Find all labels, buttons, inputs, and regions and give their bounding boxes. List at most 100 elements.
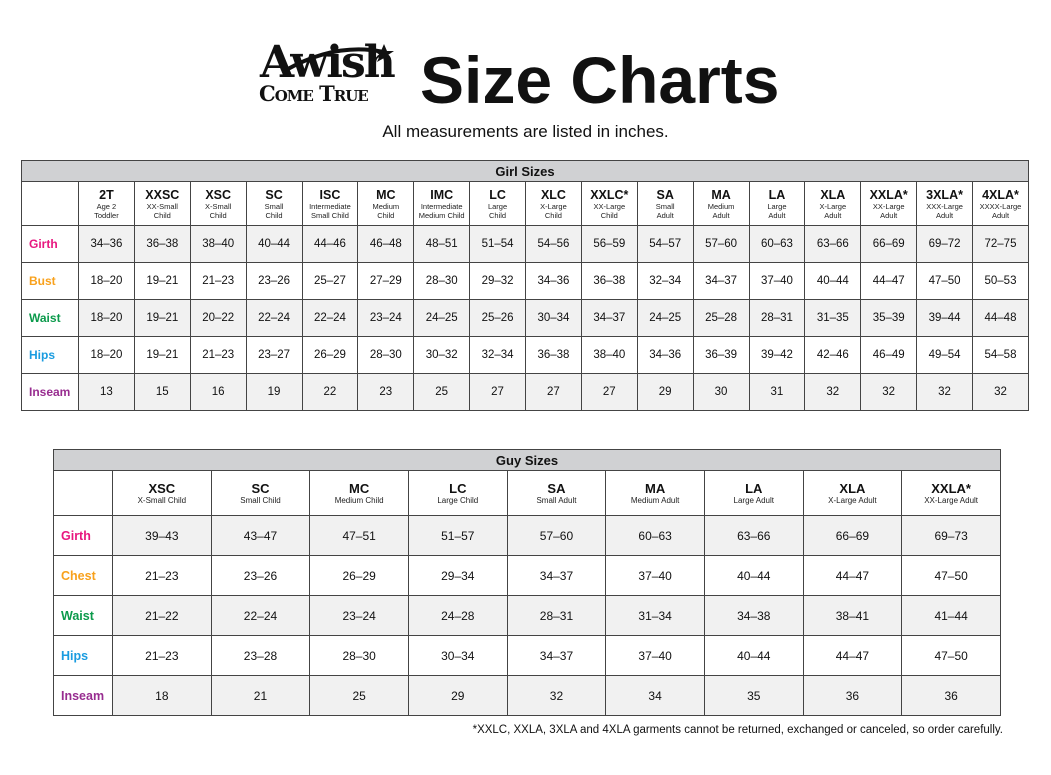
size-description: Adult [712, 210, 730, 220]
measurement-cell: 51–57 [407, 515, 508, 556]
measurement-cell: 40–44 [703, 635, 804, 676]
size-description: Large Adult [733, 495, 774, 505]
size-description: X-Large Adult [828, 495, 877, 505]
table-row: Girth 34–36 36–38 38–40 40–44 44–46 46–48 48–51… [21, 225, 1029, 263]
measurement-cell: 54–57 [636, 225, 694, 263]
measurement-cell: 32 [804, 373, 862, 411]
size-code: IMC [430, 187, 454, 202]
measurement-cell: 34–37 [580, 299, 638, 337]
size-header-row: 2T Age 2 Toddler XXSC XX-Small Child XSC X-Smal… [21, 181, 1029, 226]
measurement-cell: 23–26 [245, 262, 303, 300]
measurement-cell: 44–47 [860, 262, 918, 300]
measurement-cell: 56–59 [580, 225, 638, 263]
size-code: MA [711, 187, 731, 202]
measurement-cell: 34–37 [692, 262, 750, 300]
measurement-cell: 35 [703, 675, 804, 716]
size-header-cell: XXLC* XX-Large Child [580, 181, 638, 226]
measurement-cell: 40–44 [245, 225, 303, 263]
measurement-cell: 60–63 [605, 515, 705, 556]
size-code: LA [745, 480, 763, 496]
measurement-cell: 38–40 [189, 225, 247, 263]
measurement-cell: 50–53 [972, 262, 1029, 300]
row-label: Chest [53, 555, 113, 596]
measurement-cell: 47–50 [901, 555, 1001, 596]
measurement-cell: 43–47 [210, 515, 311, 556]
measurement-cell: 39–42 [748, 336, 806, 374]
measurement-cell: 36 [802, 675, 903, 716]
page-title: Size Charts [420, 43, 780, 117]
measurement-cell: 63–66 [703, 515, 804, 556]
size-description: Child [209, 210, 227, 220]
measurement-cell: 34–36 [78, 225, 135, 263]
table-row: Chest 21–23 23–26 26–29 29–34 34–37 37–40 40–44… [53, 555, 1001, 596]
measurement-cell: 24–25 [636, 299, 694, 337]
measurement-cell: 46–48 [357, 225, 415, 263]
measurement-cell: 38–41 [802, 595, 903, 636]
size-description: X-Small [205, 201, 232, 211]
size-code: XXSC [145, 187, 180, 202]
measurement-cell: 21–23 [189, 262, 247, 300]
size-code: MC [349, 480, 370, 496]
measurement-cell: 31–35 [804, 299, 862, 337]
measurement-cell: 27–29 [357, 262, 415, 300]
size-description: Child [265, 210, 283, 220]
measurement-cell: 36–38 [525, 336, 582, 374]
measurement-cell: 34–36 [525, 262, 582, 300]
measurement-cell: 21–22 [112, 595, 212, 636]
size-code: XXLC* [590, 187, 629, 202]
size-code: 2T [99, 187, 114, 202]
measurement-cell: 40–44 [703, 555, 804, 596]
size-header-cell: 3XLA* XXX-Large Adult [916, 181, 973, 226]
size-header-cell: XLA X-Large Adult [804, 181, 862, 226]
measurement-cell: 66–69 [860, 225, 918, 263]
size-header-cell: XXSC XX-Small Child [133, 181, 191, 226]
measurement-cell: 32 [916, 373, 973, 411]
size-header-cell: XLA X-Large Adult [802, 470, 903, 516]
size-description: Medium [707, 201, 735, 211]
measurement-cell: 23 [357, 373, 415, 411]
measurement-cell: 22–24 [301, 299, 359, 337]
size-code: XXLA* [869, 187, 908, 202]
size-code: LC [449, 480, 467, 496]
table-row: Inseam 18 21 25 29 32 34 35 36 36 [53, 675, 1001, 716]
size-description: X-Small Child [137, 495, 187, 505]
size-description: Adult [991, 210, 1010, 220]
size-description: Medium [372, 201, 400, 211]
measurement-cell: 54–56 [525, 225, 582, 263]
page-subtitle: All measurements are listed in inches. [382, 122, 669, 141]
size-description: XX-Large Adult [924, 495, 979, 505]
measurement-cell: 28–30 [309, 635, 409, 676]
size-description: Intermediate [420, 201, 463, 211]
size-description: Child [489, 210, 507, 220]
measurement-cell: 44–47 [802, 555, 903, 596]
table-title: Girl Sizes [21, 160, 1029, 182]
size-header-cell: MA Medium Adult [605, 470, 705, 516]
size-header-cell: 4XLA* XXXX-Large Adult [972, 181, 1029, 226]
size-description: X-Large [819, 201, 847, 211]
size-code: XXLA* [931, 480, 971, 496]
size-description: Child [153, 210, 171, 220]
row-label: Hips [21, 336, 79, 374]
measurement-cell: 29 [636, 373, 694, 411]
size-description: Small [264, 201, 284, 211]
measurement-cell: 28–30 [413, 262, 471, 300]
size-header-row: XSC X-Small Child SC Small Child MC Medium Ch… [53, 470, 1001, 516]
measurement-cell: 18–20 [78, 336, 135, 374]
table-row: Girth 39–43 43–47 47–51 51–57 57–60 60–63 63–66… [53, 515, 1001, 556]
size-header-cell: SA Small Adult [506, 470, 607, 516]
size-code: LC [489, 187, 506, 202]
measurement-cell: 18–20 [78, 262, 135, 300]
size-code: SA [656, 187, 674, 202]
measurement-cell: 34–36 [636, 336, 694, 374]
size-header-cell: IMC Intermediate Medium Child [413, 181, 471, 226]
measurement-cell: 25 [309, 675, 409, 716]
row-label: Bust [21, 262, 79, 300]
measurement-cell: 24–28 [407, 595, 508, 636]
measurement-cell: 23–24 [357, 299, 415, 337]
measurement-cell: 18 [112, 675, 212, 716]
size-description: Large Child [437, 495, 479, 505]
size-description: Child [544, 210, 562, 220]
measurement-cell: 57–60 [506, 515, 607, 556]
measurement-cell: 22 [301, 373, 359, 411]
measurement-cell: 26–29 [309, 555, 409, 596]
